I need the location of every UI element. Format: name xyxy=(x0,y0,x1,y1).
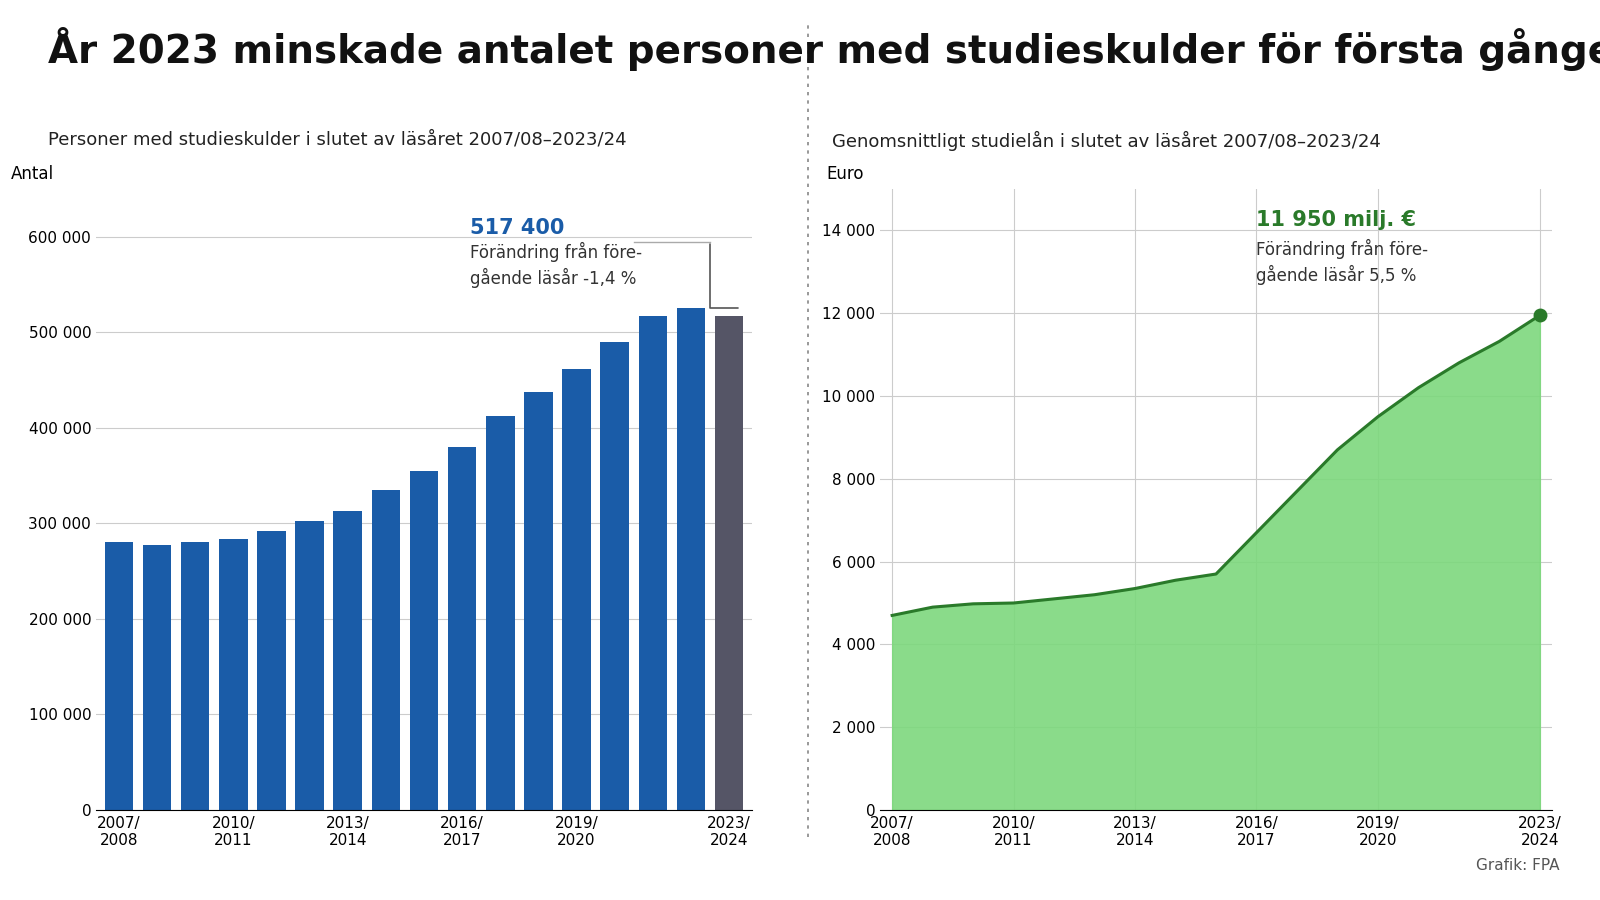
Text: 11 950 milj. €: 11 950 milj. € xyxy=(1256,210,1416,230)
Bar xyxy=(371,490,400,810)
Bar xyxy=(448,447,477,810)
Bar xyxy=(258,531,286,810)
Bar xyxy=(410,471,438,810)
Bar xyxy=(486,417,515,810)
Bar xyxy=(715,316,744,810)
Text: År 2023 minskade antalet personer med studieskulder för första gången på 15 år: År 2023 minskade antalet personer med st… xyxy=(48,27,1600,71)
Text: Personer med studieskulder i slutet av läsåret 2007/08–2023/24: Personer med studieskulder i slutet av l… xyxy=(48,130,627,148)
Bar xyxy=(677,309,706,810)
Text: Euro: Euro xyxy=(826,165,864,183)
Text: Förändring från före-
gående läsår -1,4 %: Förändring från före- gående läsår -1,4 … xyxy=(470,241,642,288)
Text: Antal: Antal xyxy=(11,165,54,183)
Bar xyxy=(296,521,323,810)
Bar xyxy=(104,543,133,810)
Bar xyxy=(638,316,667,810)
Bar xyxy=(181,543,210,810)
Bar xyxy=(219,539,248,810)
Bar xyxy=(333,511,362,810)
Text: Grafik: FPA: Grafik: FPA xyxy=(1477,858,1560,873)
Bar xyxy=(562,369,590,810)
Bar xyxy=(525,392,552,810)
Point xyxy=(1526,308,1552,322)
Bar xyxy=(600,342,629,810)
Text: Förändring från före-
gående läsår 5,5 %: Förändring från före- gående läsår 5,5 % xyxy=(1256,238,1429,285)
Bar xyxy=(142,545,171,810)
Text: Genomsnittligt studielån i slutet av läsåret 2007/08–2023/24: Genomsnittligt studielån i slutet av läs… xyxy=(832,130,1381,150)
Text: 517 400: 517 400 xyxy=(470,218,565,238)
